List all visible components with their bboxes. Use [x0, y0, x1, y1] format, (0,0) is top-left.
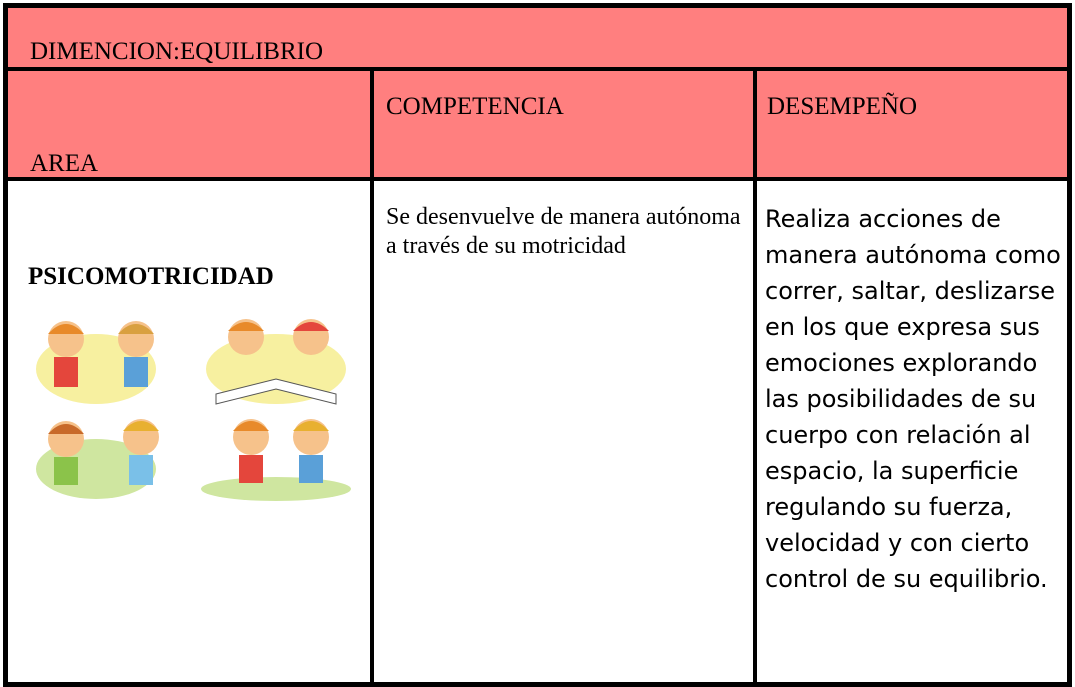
area-text: PSICOMOTRICIDAD [28, 263, 274, 290]
body-cell: PSICOMOTRICIDAD [3, 178, 373, 687]
title-row: DIMENCION:EQUILIBRIO [3, 3, 1072, 70]
desempeno-text: Realiza acciones de manera autónoma como… [765, 205, 1069, 593]
body-cell: Realiza acciones de manera autónoma como… [754, 178, 1072, 687]
header-cell: DESEMPEÑO [754, 68, 1072, 180]
illustration [36, 319, 351, 501]
title: DIMENCION:EQUILIBRIO [30, 38, 324, 65]
header-text: DESEMPEÑO [767, 93, 918, 120]
header-cell: AREA [3, 68, 373, 180]
header-cell: COMPETENCIA [371, 68, 756, 180]
header-text: COMPETENCIA [386, 93, 564, 120]
competencia-text: Se desenvuelve de manera autónoma a trav… [386, 204, 753, 259]
body-cell: Se desenvuelve de manera autónoma a trav… [371, 178, 756, 687]
header-text: AREA [30, 150, 99, 177]
